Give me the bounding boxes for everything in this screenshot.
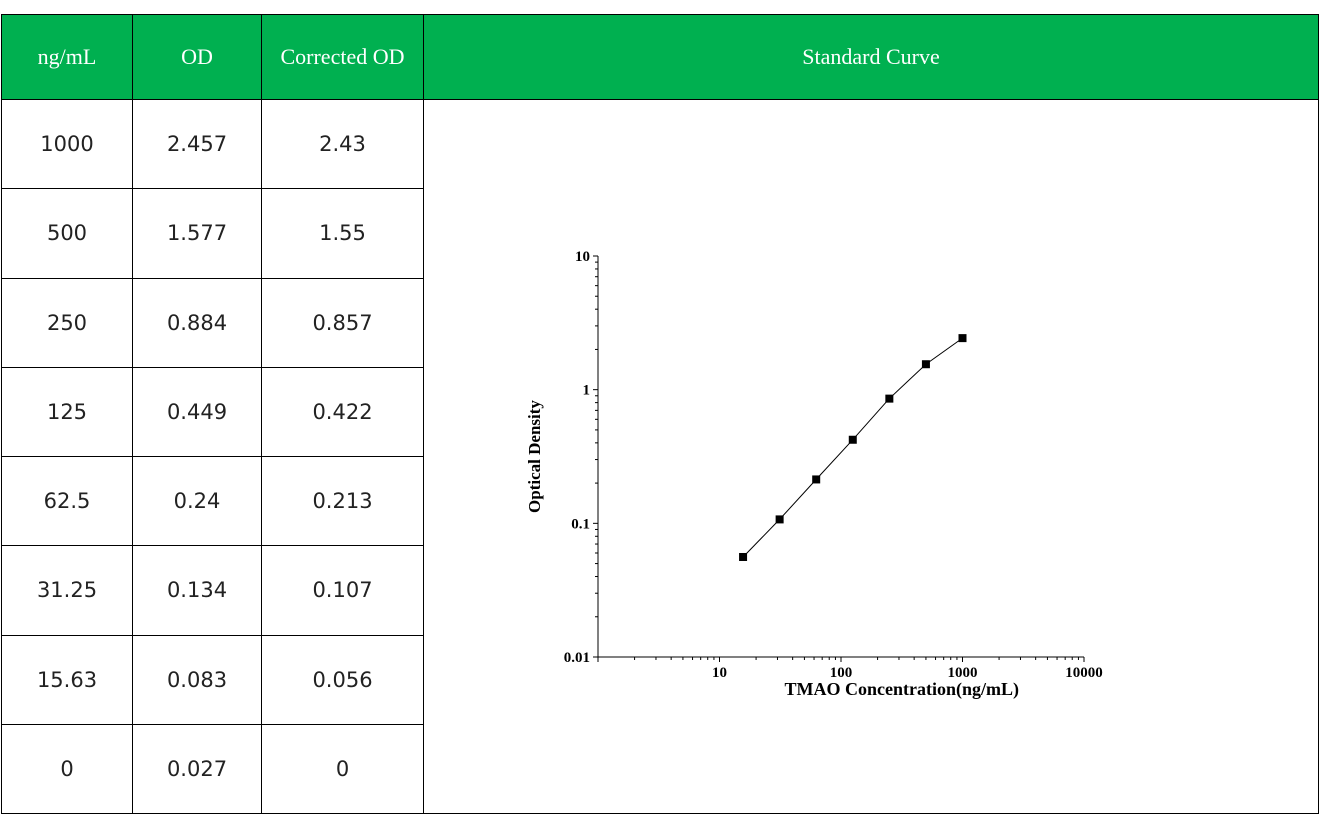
cell-od: 1.577: [132, 188, 262, 279]
table-row: 1000 2.457 2.43 10 100 1000 10000 0.01 0.1 1 10…: [1, 98, 1319, 814]
x-tick-label: 10: [712, 665, 727, 681]
data-point: [885, 394, 894, 403]
table-row: 62.5 0.24 0.213: [1, 455, 1319, 547]
cell-od: 0.134: [132, 545, 262, 636]
header-standard-curve: Standard Curve: [423, 14, 1319, 100]
cell-concentration: 15.63: [1, 634, 133, 725]
x-axis-title: TMAO Concentration(ng/mL): [785, 679, 1019, 700]
series-line: [742, 337, 963, 558]
cell-corrected-od: 2.43: [261, 98, 424, 190]
x-tick-label: 10000: [1065, 665, 1103, 681]
data-point: [921, 360, 930, 369]
x-tick-label: 100: [830, 665, 853, 681]
cell-od: 0.449: [132, 366, 262, 458]
x-tick-label: 1000: [948, 665, 978, 681]
table-row: 125 0.449 0.422: [1, 366, 1319, 458]
table-row: 31.25 0.134 0.107: [1, 545, 1319, 636]
table-row: 0 0.027 0: [1, 723, 1319, 815]
cell-corrected-od: 1.55: [261, 188, 424, 279]
cell-concentration: 0: [1, 723, 133, 815]
data-point: [848, 435, 857, 444]
cell-concentration: 1000: [1, 98, 133, 190]
cell-corrected-od: 0.107: [261, 545, 424, 636]
standard-curve-table: ng/mL OD Corrected OD Standard Curve 100…: [1, 14, 1319, 815]
cell-concentration: 250: [1, 277, 133, 368]
header-ng-ml: ng/mL: [1, 14, 133, 100]
header-corrected-od: Corrected OD: [261, 14, 424, 100]
table-row: 15.63 0.083 0.056: [1, 634, 1319, 725]
header-row: ng/mL OD Corrected OD Standard Curve: [1, 14, 1319, 100]
cell-od: 2.457: [132, 98, 262, 190]
chart-cell: 10 100 1000 10000 0.01 0.1 1 10 TMAO Concentrati…: [423, 99, 1319, 814]
cell-concentration: 500: [1, 188, 133, 279]
cell-od: 0.24: [132, 455, 262, 547]
data-point: [812, 475, 821, 484]
y-tick-label: 1: [583, 383, 591, 399]
cell-corrected-od: 0.422: [261, 366, 424, 458]
cell-corrected-od: 0: [261, 723, 424, 815]
cell-od: 0.884: [132, 277, 262, 368]
table-row: 250 0.884 0.857: [1, 277, 1319, 368]
data-point: [958, 334, 967, 343]
y-tick-label: 0.01: [564, 650, 590, 666]
standard-curve-chart: 10 100 1000 10000 0.01 0.1 1 10 TMAO Concentrati…: [525, 249, 1103, 700]
y-tick-label: 10: [575, 249, 590, 265]
cell-od: 0.083: [132, 634, 262, 725]
header-od: OD: [132, 14, 262, 100]
cell-corrected-od: 0.056: [261, 634, 424, 725]
cell-corrected-od: 0.213: [261, 455, 424, 547]
data-point: [739, 552, 748, 561]
y-axis-title: Optical Density: [525, 400, 544, 513]
cell-od: 0.027: [132, 723, 262, 815]
cell-concentration: 31.25: [1, 545, 133, 636]
table-row: 500 1.577 1.55: [1, 188, 1319, 279]
cell-concentration: 125: [1, 366, 133, 458]
cell-concentration: 62.5: [1, 455, 133, 547]
y-tick-label: 0.1: [571, 516, 590, 532]
cell-corrected-od: 0.857: [261, 277, 424, 368]
data-point: [775, 515, 784, 524]
